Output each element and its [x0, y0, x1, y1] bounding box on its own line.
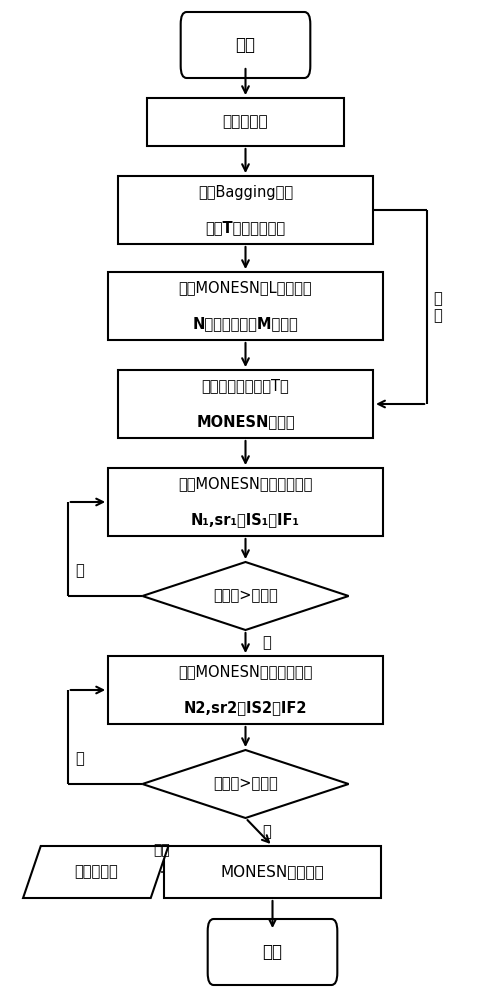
Text: 设置MONESN的L维输入，: 设置MONESN的L维输入， [179, 280, 312, 296]
Bar [164, 846, 381, 898]
Text: 否: 否 [75, 563, 84, 578]
Text: N₁,sr₁，IS₁，IF₁: N₁,sr₁，IS₁，IF₁ [191, 512, 300, 528]
Text: N2,sr2，IS2，IF2: N2,sr2，IS2，IF2 [184, 700, 307, 716]
Text: 结束: 结束 [263, 943, 282, 961]
Text: 驱动: 驱动 [154, 843, 170, 857]
Text: 否: 否 [75, 751, 84, 766]
Bar [108, 656, 383, 724]
Text: 预测值>真实值: 预测值>真实值 [213, 776, 278, 792]
Bar [108, 272, 383, 340]
Text: 测试数据集: 测试数据集 [74, 864, 118, 880]
Text: 预测值>真实值: 预测值>真实值 [213, 588, 278, 603]
FancyBboxPatch shape [208, 919, 337, 985]
Text: MONESN输出融合: MONESN输出融合 [220, 864, 325, 880]
Bar [118, 176, 373, 244]
Polygon shape [142, 562, 349, 630]
Bar [147, 98, 344, 146]
Text: 是: 是 [263, 824, 272, 840]
Text: N维内部变量，M维输出: N维内部变量，M维输出 [192, 317, 299, 332]
Bar [108, 468, 383, 536]
Text: 数据预处理: 数据预处理 [223, 114, 268, 129]
Text: 驱
动: 驱 动 [433, 291, 442, 323]
Polygon shape [23, 846, 168, 898]
Text: MONESN子模型: MONESN子模型 [196, 414, 295, 430]
FancyBboxPatch shape [181, 12, 310, 78]
Polygon shape [142, 750, 349, 818]
Text: 采用Bagging算法: 采用Bagging算法 [198, 184, 293, 200]
Text: 得到T个新的训练集: 得到T个新的训练集 [205, 221, 286, 235]
Text: 设置MONESN的自由参数集: 设置MONESN的自由参数集 [178, 664, 313, 680]
Bar [118, 370, 373, 438]
Text: 初始化权值，得到T个: 初始化权值，得到T个 [202, 378, 289, 393]
Text: 开始: 开始 [236, 36, 255, 54]
Text: 是: 是 [263, 636, 272, 650]
Text: 设置MONESN的自由参数集: 设置MONESN的自由参数集 [178, 477, 313, 491]
